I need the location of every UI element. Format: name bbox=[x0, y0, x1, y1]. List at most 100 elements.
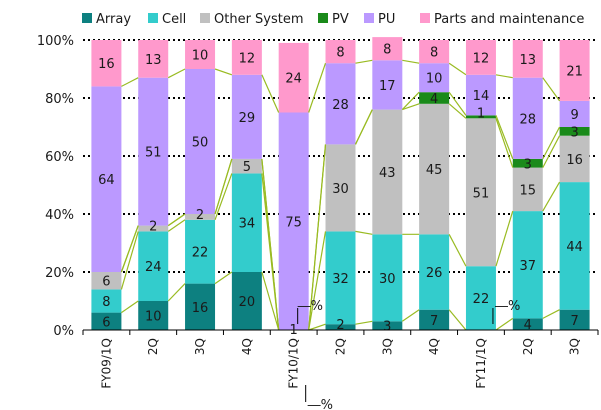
bar-9-0 bbox=[512, 318, 543, 330]
data-label-3-2: 5 bbox=[243, 160, 251, 175]
connector-5-3 bbox=[354, 109, 373, 145]
data-label-1-1: 24 bbox=[145, 260, 162, 275]
legend-swatch-1 bbox=[148, 13, 158, 23]
bar-3-5 bbox=[231, 40, 262, 75]
data-label-4-5: 24 bbox=[285, 72, 302, 87]
bar-7-2 bbox=[419, 103, 450, 235]
connector-1-1 bbox=[167, 219, 186, 232]
connector-3-3 bbox=[261, 158, 280, 331]
bar-1-4 bbox=[138, 77, 169, 226]
y-tick-label-5: 100% bbox=[37, 34, 74, 49]
bar-9-3 bbox=[512, 158, 543, 168]
connector-4-1 bbox=[308, 231, 327, 331]
data-label-3-4: 29 bbox=[239, 111, 256, 126]
annotation-2: ―% bbox=[308, 398, 333, 410]
connector-6-3 bbox=[401, 91, 420, 111]
data-label-8-4: 14 bbox=[473, 89, 490, 104]
y-tick-label-3: 60% bbox=[45, 150, 74, 165]
data-label-3-5: 12 bbox=[239, 51, 256, 66]
x-tick-label-6: 3Q bbox=[380, 338, 394, 355]
bar-5-4 bbox=[325, 63, 356, 145]
connector-7-2 bbox=[448, 103, 467, 119]
bar-6-0 bbox=[372, 321, 403, 330]
data-label-9-3: 3 bbox=[524, 157, 532, 172]
connector-1-4 bbox=[167, 68, 186, 79]
x-tick-label-2: 3Q bbox=[193, 338, 207, 355]
connector-8-2 bbox=[495, 118, 514, 168]
connector-7-3 bbox=[448, 91, 467, 116]
data-label-8-5: 12 bbox=[473, 51, 490, 66]
data-label-8-2: 51 bbox=[473, 186, 490, 201]
data-label-8-1: 22 bbox=[473, 292, 490, 307]
bar-8-2 bbox=[465, 118, 496, 267]
bar-6-1 bbox=[372, 234, 403, 322]
y-tick-label-1: 20% bbox=[45, 266, 74, 281]
data-label-5-2: 30 bbox=[332, 182, 349, 197]
bar-2-2 bbox=[185, 214, 216, 220]
connector-9-1 bbox=[542, 181, 561, 212]
data-label-3-0: 20 bbox=[239, 295, 256, 310]
bar-7-4 bbox=[419, 63, 450, 93]
data-label-7-2: 45 bbox=[426, 163, 443, 178]
legend-label-0: Array bbox=[96, 12, 131, 27]
bar-1-0 bbox=[138, 301, 169, 330]
bar-5-2 bbox=[325, 144, 356, 232]
legend-swatch-5 bbox=[420, 13, 430, 23]
connector-0-4 bbox=[121, 77, 139, 87]
connector-2-0 bbox=[214, 271, 233, 285]
y-tick-label-4: 80% bbox=[45, 92, 74, 107]
bar-2-0 bbox=[185, 283, 216, 330]
data-label-6-5: 8 bbox=[383, 43, 391, 58]
bar-1-5 bbox=[138, 40, 169, 78]
legend: Array Cell Other System PV PU Parts and maint… bbox=[82, 12, 584, 27]
data-label-9-5: 13 bbox=[519, 53, 536, 68]
connector-6-2 bbox=[402, 103, 420, 111]
bar-6-5 bbox=[372, 37, 403, 61]
connector-8-1 bbox=[495, 210, 514, 267]
bar-5-0 bbox=[325, 324, 356, 330]
connector-9-4 bbox=[542, 77, 561, 102]
connector-3-0 bbox=[261, 271, 280, 331]
bar-8-1 bbox=[465, 266, 496, 330]
data-label-4-4: 75 bbox=[285, 215, 302, 230]
legend-swatch-0 bbox=[82, 13, 92, 23]
bar-4-4 bbox=[278, 112, 309, 330]
data-label-10-0: 7 bbox=[570, 314, 578, 329]
connector-4-0 bbox=[308, 323, 326, 331]
bar-10-3 bbox=[559, 127, 590, 136]
data-label-0-0: 6 bbox=[102, 315, 110, 330]
legend-label-5: Parts and maintenance bbox=[434, 12, 584, 27]
connector-0-1 bbox=[120, 231, 139, 290]
data-labels: 6866416102425113162225010203452912752423… bbox=[98, 43, 583, 335]
bar-9-4 bbox=[512, 77, 543, 159]
bar-7-0 bbox=[419, 309, 450, 330]
bar-9-5 bbox=[512, 40, 543, 78]
bar-8-5 bbox=[465, 40, 496, 75]
bar-7-5 bbox=[419, 40, 450, 64]
legend-label-2: Other System bbox=[214, 12, 304, 27]
bar-2-1 bbox=[185, 219, 216, 284]
x-tick-label-8: FY11/1Q bbox=[474, 338, 488, 389]
x-tick-label-4: FY10/1Q bbox=[287, 338, 301, 389]
connector-2-4 bbox=[214, 68, 233, 76]
data-label-1-0: 10 bbox=[145, 310, 162, 325]
data-label-6-4: 17 bbox=[379, 79, 396, 94]
connector-5-4 bbox=[355, 59, 373, 64]
bar-5-5 bbox=[325, 40, 356, 64]
connector-6-0 bbox=[401, 309, 420, 322]
data-label-9-1: 37 bbox=[519, 259, 536, 274]
connector-4-3 bbox=[308, 144, 327, 331]
bar-7-3 bbox=[419, 92, 450, 104]
data-label-10-5: 21 bbox=[566, 64, 583, 79]
x-tick-label-10: 3Q bbox=[568, 338, 582, 355]
bar-6-4 bbox=[372, 60, 403, 110]
bar-7-1 bbox=[419, 234, 450, 310]
data-label-2-4: 50 bbox=[192, 136, 209, 151]
data-label-7-0: 7 bbox=[430, 314, 438, 329]
data-label-0-5: 16 bbox=[98, 57, 115, 72]
bar-8-3 bbox=[465, 115, 496, 119]
annotation-1: ―% bbox=[298, 299, 323, 314]
bar-10-4 bbox=[559, 100, 590, 127]
data-label-7-3: 4 bbox=[430, 92, 438, 107]
bar-6-2 bbox=[372, 109, 403, 235]
